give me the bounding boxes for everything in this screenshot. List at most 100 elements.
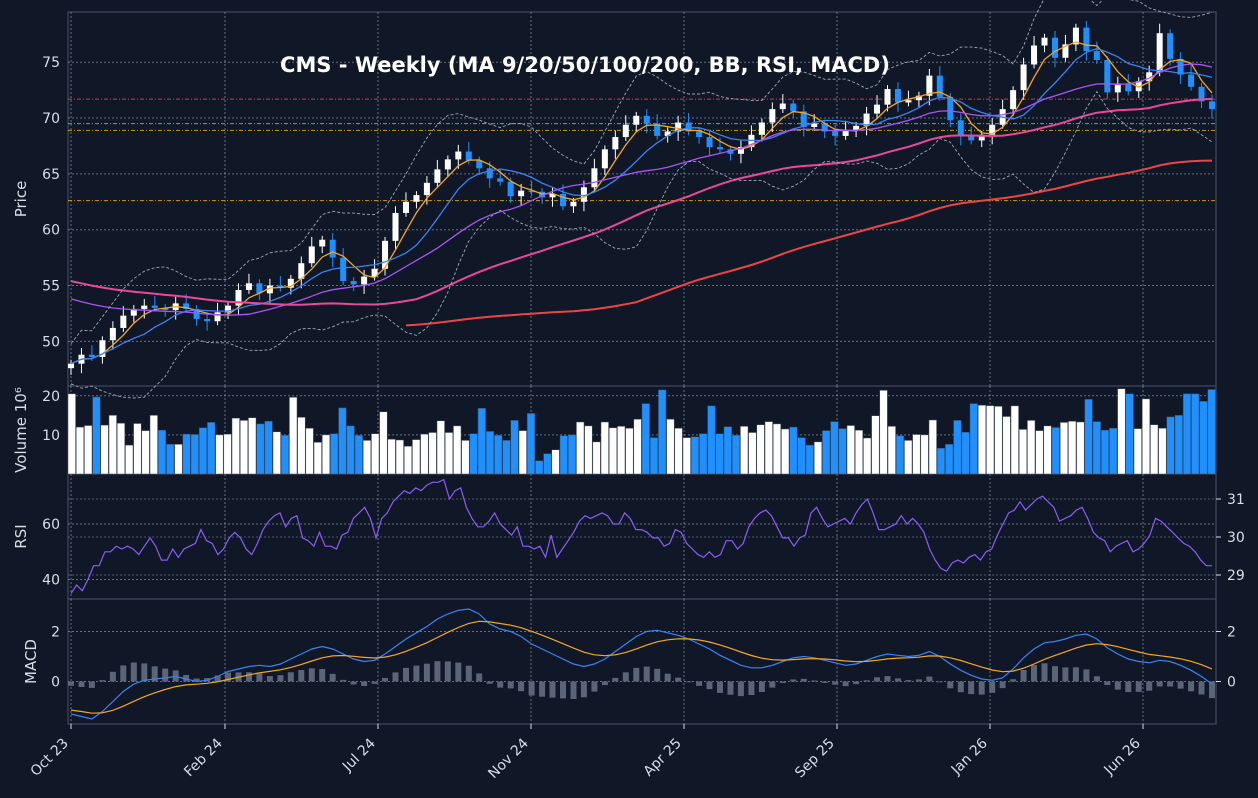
candle-body — [141, 305, 148, 309]
volume-bar — [1199, 401, 1208, 475]
volume-bar — [444, 432, 454, 475]
volume-bar — [1117, 388, 1126, 475]
macd-histogram-bar — [287, 672, 294, 682]
volume-bar — [674, 427, 683, 475]
volume-bar — [1141, 398, 1151, 475]
volume-bar — [543, 453, 552, 475]
volume-bar — [518, 430, 527, 475]
volume-bar — [764, 421, 773, 475]
macd-histogram-bar — [968, 681, 975, 695]
macd-histogram-bar — [1167, 681, 1174, 687]
candle-body — [968, 135, 975, 141]
macd-histogram-bar — [455, 662, 462, 682]
candle-body — [1125, 83, 1132, 92]
volume-bar — [863, 437, 872, 475]
macd-histogram-bar — [811, 680, 818, 682]
volume-bar — [781, 428, 790, 475]
macd-histogram-bar — [1198, 681, 1205, 695]
candle-body — [361, 276, 368, 285]
volume-bar — [338, 407, 347, 475]
macd-histogram-bar — [706, 681, 713, 690]
volume-bar — [559, 435, 568, 475]
macd-histogram-bar — [1114, 681, 1121, 690]
candle-body — [936, 75, 943, 97]
bollinger-upper-line — [70, 0, 1213, 344]
candle-body — [382, 240, 389, 269]
macd-histogram-bar — [1135, 681, 1142, 692]
macd-histogram-bar — [78, 681, 85, 687]
candle-body — [256, 283, 263, 294]
candle-body — [853, 125, 860, 131]
volume-bar — [1027, 420, 1036, 475]
macd-histogram-bar — [675, 677, 682, 682]
candle-body — [842, 130, 849, 136]
candle-body — [1093, 51, 1100, 61]
volume-bar — [149, 415, 158, 475]
macd-histogram-bar — [895, 678, 901, 682]
candle-body — [99, 340, 106, 357]
candle-body — [1041, 37, 1048, 46]
macd-histogram-bar — [183, 675, 190, 682]
volume-bar — [920, 434, 929, 475]
candle-body — [151, 305, 158, 308]
volume-bar — [961, 431, 970, 475]
macd-histogram-bar — [696, 681, 703, 686]
macd-histogram-bar — [790, 679, 797, 682]
volume-bar — [805, 444, 814, 475]
price-tick-label: 65 — [42, 167, 60, 183]
macd-right-tick-label: 0 — [1227, 675, 1236, 691]
candle-body — [486, 168, 493, 179]
candles — [68, 20, 1215, 375]
macd-histogram-bar — [141, 663, 148, 682]
rsi-tick-label: 60 — [42, 517, 60, 533]
volume-bar — [182, 433, 191, 475]
volume-bar — [969, 403, 978, 475]
macd-histogram-bar — [1146, 681, 1153, 691]
macd-histogram-bar — [779, 681, 786, 683]
volume-bar — [166, 444, 175, 475]
macd-histogram-bar — [486, 681, 493, 684]
macd-histogram-bar — [989, 681, 996, 693]
volume-bar — [412, 439, 421, 475]
volume-bar — [371, 433, 380, 475]
volume-bar — [379, 411, 388, 475]
volume-bar — [1166, 416, 1175, 475]
candle-body — [779, 103, 786, 110]
volume-bar — [469, 433, 478, 475]
volume-bar — [633, 418, 642, 475]
volume-bar — [813, 441, 823, 475]
candle-body — [120, 315, 127, 328]
volume-tick-label: 10 — [42, 428, 60, 444]
volume-bar — [1207, 389, 1216, 475]
volume-bar — [723, 426, 732, 475]
volume-bar — [1191, 393, 1200, 475]
volume-bar — [264, 420, 273, 475]
volume-bar — [403, 445, 413, 475]
volume-bar — [682, 437, 691, 475]
rsi-line — [70, 478, 1212, 594]
volume-bar — [928, 419, 937, 475]
macd-histogram-bar — [1020, 670, 1027, 682]
candle-body — [664, 131, 671, 136]
rsi-right-tick-label: 29 — [1227, 568, 1245, 584]
volume-bar — [75, 426, 85, 475]
volume-bar — [428, 432, 437, 475]
volume-bar — [116, 422, 126, 475]
macd-axis-label: MACD — [22, 639, 40, 684]
candle-body — [444, 159, 451, 170]
volume-bar — [215, 434, 224, 475]
price-tick-label: 60 — [42, 223, 60, 239]
volume-bar — [1125, 393, 1134, 475]
macd-histogram-bar — [151, 666, 158, 682]
candle-body — [769, 109, 776, 123]
macd-histogram-bar — [978, 681, 985, 695]
macd-histogram-bar — [497, 681, 504, 688]
volume-bar — [608, 427, 618, 475]
macd-histogram-bar — [1209, 681, 1215, 699]
macd-histogram-bar — [1083, 669, 1090, 682]
volume-bar — [67, 393, 76, 475]
volume-bar — [1092, 421, 1101, 475]
candle-body — [518, 190, 525, 197]
macd-histogram-bar — [727, 681, 734, 695]
candle-body — [1188, 74, 1195, 87]
